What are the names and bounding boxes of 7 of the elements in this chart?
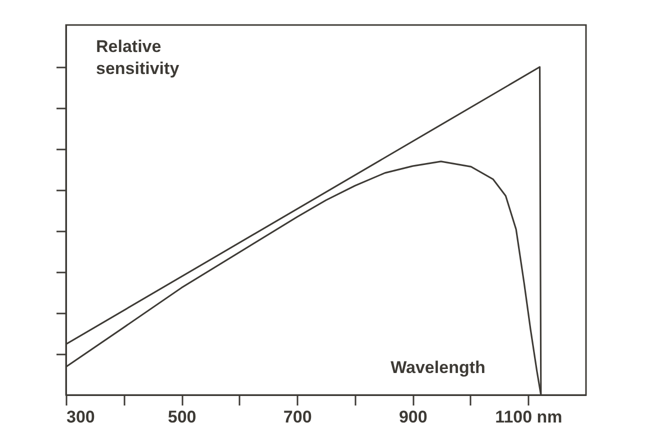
x-tick-label: 900 <box>398 408 428 426</box>
x-tick-label: 300 <box>66 408 95 426</box>
y-axis-title: Relative sensitivity <box>96 37 180 78</box>
x-tick-label: 1100 nm <box>495 408 562 426</box>
x-tick-label: 700 <box>283 408 312 426</box>
x-tick-label: 500 <box>168 408 196 426</box>
x-axis-title: Wavelength <box>390 358 486 377</box>
